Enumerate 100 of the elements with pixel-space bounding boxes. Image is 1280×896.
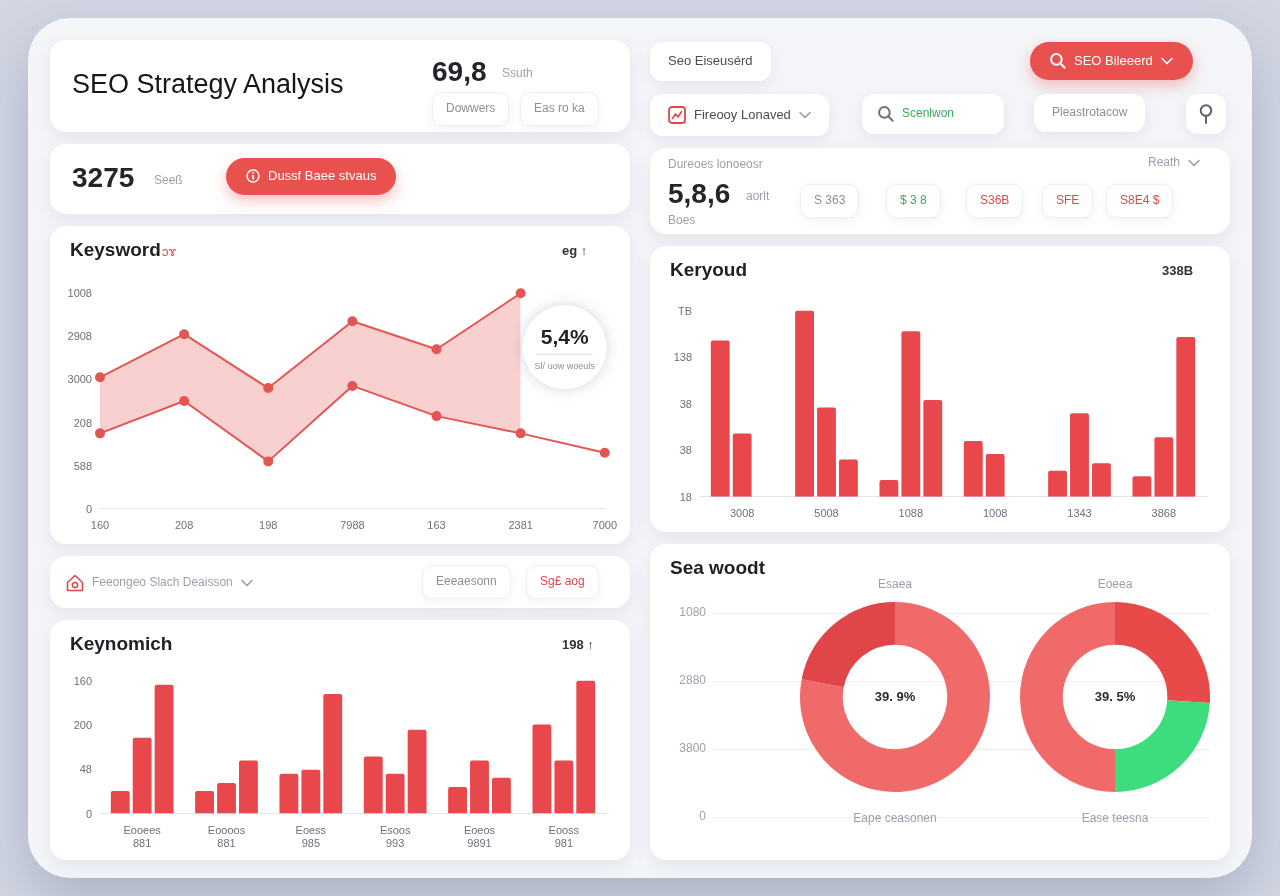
text: Ease teesna — [1081, 811, 1149, 826]
bar — [301, 769, 321, 814]
point — [431, 411, 442, 422]
text: aorlt — [746, 189, 770, 204]
chip: S 363 — [800, 184, 860, 218]
text: 3275 — [72, 162, 135, 195]
text: 38 — [679, 397, 692, 410]
x-tick-label: 3008 — [729, 507, 755, 520]
text: 138 — [673, 350, 692, 363]
chip: $ 3 8 — [886, 184, 941, 218]
text: Esaea — [877, 577, 913, 592]
chip: Dowwers — [432, 92, 510, 126]
text: 1008 — [67, 286, 92, 299]
text: Eape ceasonen — [853, 811, 937, 826]
text: Eoeea — [1097, 577, 1133, 592]
x-tick-label: 163 — [427, 519, 446, 532]
bar — [279, 773, 299, 814]
search-field: Scenlwon — [862, 94, 1004, 134]
text: SEO Strategy Analysis — [72, 69, 344, 100]
bar — [1132, 476, 1152, 497]
point — [95, 428, 105, 439]
point — [431, 344, 442, 355]
point — [263, 383, 274, 394]
chart-title: Keryoud — [670, 259, 748, 281]
bar — [195, 791, 214, 814]
bar — [323, 693, 343, 814]
bar — [732, 433, 752, 497]
point — [179, 396, 190, 407]
x-tick-label: Eoooos 881 — [207, 824, 246, 850]
chip: S8E4 $ — [1106, 184, 1174, 218]
bar — [1176, 336, 1196, 497]
bar — [1048, 470, 1067, 497]
bar — [795, 310, 814, 497]
x-tick-label: Eooees 881 — [123, 824, 162, 850]
bar — [132, 737, 152, 814]
text: 69,8 — [432, 56, 487, 89]
dropdown: Fireooy Lonaved — [650, 94, 829, 136]
bar — [1092, 463, 1111, 497]
point — [599, 447, 610, 458]
text: 3000 — [67, 372, 92, 385]
point — [515, 428, 526, 439]
text: 2880 — [679, 673, 706, 688]
point — [95, 372, 105, 383]
chip: Pleastrotacow — [1034, 94, 1146, 132]
dropdown-label: Reath — [1148, 156, 1201, 170]
bar — [963, 441, 983, 497]
chip: SFE — [1042, 184, 1094, 218]
text: 18 — [679, 490, 692, 503]
bar — [385, 773, 405, 814]
x-tick-label: 5008 — [814, 507, 839, 520]
bar — [554, 760, 574, 814]
point — [263, 456, 274, 467]
annotation: Sl/ uow woeuls — [534, 360, 596, 371]
text: Seeß — [154, 173, 183, 188]
bar — [407, 729, 427, 814]
chart-title: Keynomich — [70, 633, 173, 655]
text: Boes — [668, 213, 696, 228]
text: 0 — [85, 807, 92, 820]
text: Ssuth — [502, 66, 533, 81]
text: 1080 — [679, 605, 706, 620]
chip: Eeeaesonn — [422, 565, 511, 599]
bar — [110, 791, 130, 814]
bar — [217, 783, 236, 814]
search-button: SEO Bileeerd — [1030, 42, 1193, 80]
x-tick-label: 160 — [90, 519, 110, 532]
x-tick-label: Eooss 981 — [548, 824, 580, 850]
bar — [839, 459, 858, 497]
x-tick-label: 3868 — [1151, 507, 1177, 520]
x-tick-label: 7000 — [592, 519, 618, 532]
bar — [239, 760, 258, 814]
x-tick-label: 2381 — [508, 519, 533, 532]
bar — [492, 777, 511, 814]
text: Sea woodt — [670, 557, 766, 579]
text: 5,8,6 — [668, 178, 731, 211]
bar — [1070, 413, 1089, 497]
text: ɔɤ — [162, 244, 177, 260]
x-tick-label: Esoos 993 — [379, 824, 411, 850]
point — [179, 329, 190, 340]
x-tick-label: 1343 — [1067, 507, 1092, 520]
point — [347, 380, 358, 391]
bar — [901, 331, 921, 497]
chip: Eas ro ka — [520, 92, 599, 126]
bar — [879, 480, 899, 497]
bar — [576, 680, 596, 814]
text: 208 — [73, 416, 92, 429]
x-tick-label: 208 — [174, 519, 194, 532]
bar — [1154, 437, 1174, 497]
point — [515, 288, 526, 299]
bar — [923, 400, 943, 497]
label-card: Seo Eiseusérd — [650, 42, 771, 81]
bar — [448, 787, 467, 814]
text: 2908 — [67, 329, 92, 342]
text: 198 ↑ — [562, 637, 594, 653]
text: 38 — [679, 443, 692, 456]
bar — [985, 454, 1005, 497]
point — [347, 316, 358, 327]
text: 0 — [85, 502, 92, 515]
text: 200 — [73, 718, 92, 731]
text: 0 — [699, 809, 706, 824]
x-tick-label: Eoeos 9891 — [463, 824, 496, 850]
